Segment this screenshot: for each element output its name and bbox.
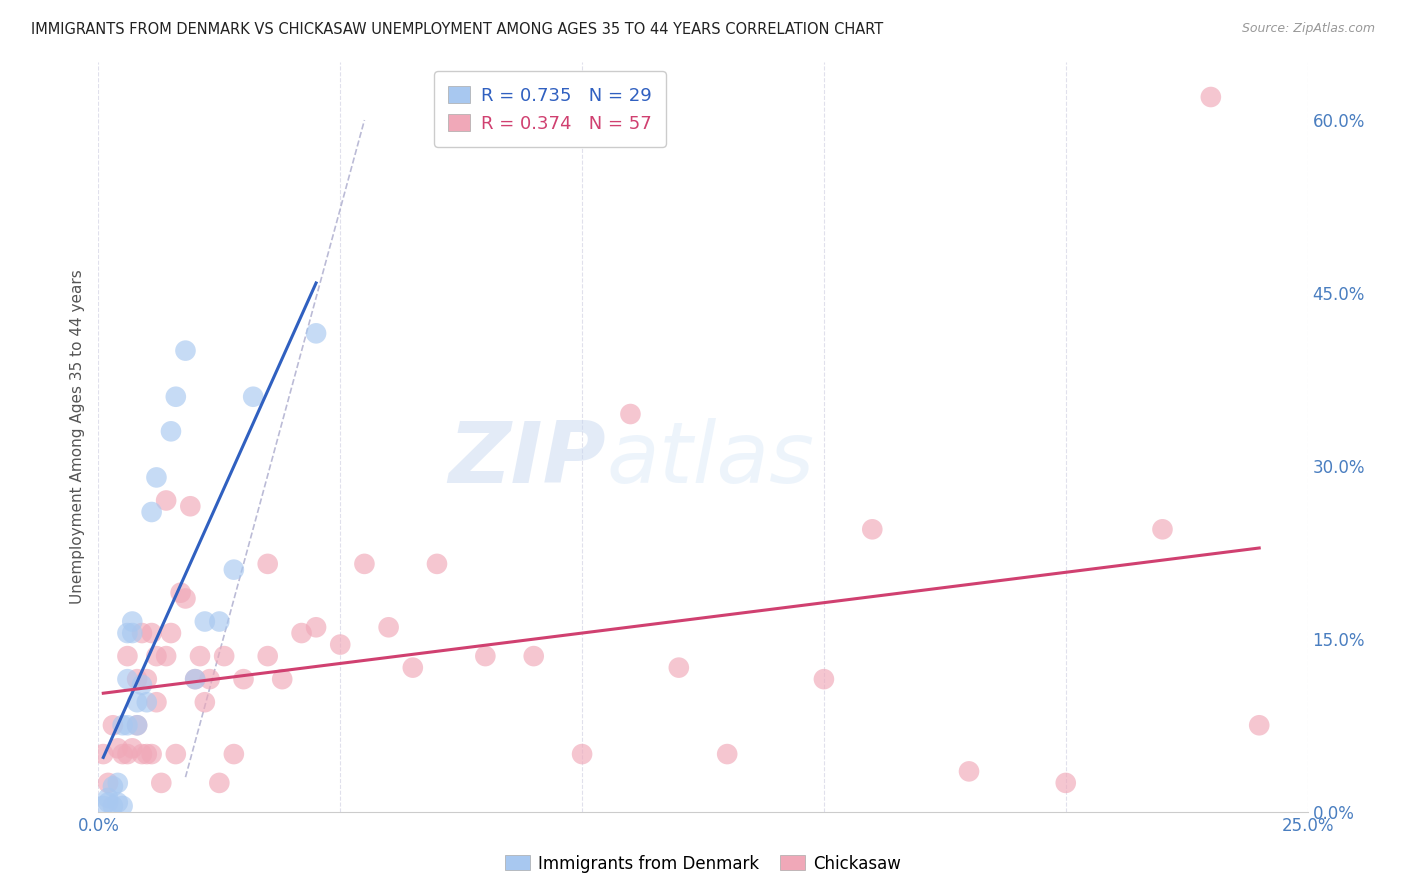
Point: [426, 557, 449, 571]
Point: [377, 620, 399, 634]
Point: [165, 747, 187, 761]
Text: ZIP: ZIP: [449, 418, 606, 501]
Point: [107, 741, 129, 756]
Point: [117, 649, 139, 664]
Point: [813, 672, 835, 686]
Point: [174, 343, 197, 358]
Point: [101, 718, 124, 732]
Point: [117, 626, 139, 640]
Y-axis label: Unemployment Among Ages 35 to 44 years: Unemployment Among Ages 35 to 44 years: [69, 269, 84, 605]
Point: [111, 747, 134, 761]
Point: [1152, 522, 1174, 536]
Point: [860, 522, 883, 536]
Point: [169, 585, 191, 599]
Point: [353, 557, 375, 571]
Point: [184, 672, 207, 686]
Point: [131, 747, 153, 761]
Point: [212, 649, 235, 664]
Point: [256, 649, 278, 664]
Point: [141, 626, 163, 640]
Point: [179, 500, 201, 514]
Point: [131, 678, 153, 692]
Point: [194, 615, 217, 629]
Point: [131, 626, 153, 640]
Text: Source: ZipAtlas.com: Source: ZipAtlas.com: [1241, 22, 1375, 36]
Point: [145, 649, 167, 664]
Point: [135, 672, 157, 686]
Point: [117, 747, 139, 761]
Point: [127, 718, 149, 732]
Point: [271, 672, 294, 686]
Point: [523, 649, 546, 664]
Point: [121, 615, 143, 629]
Point: [668, 660, 690, 674]
Legend: Immigrants from Denmark, Chickasaw: Immigrants from Denmark, Chickasaw: [499, 848, 907, 880]
Point: [111, 718, 134, 732]
Point: [256, 557, 278, 571]
Point: [188, 649, 211, 664]
Point: [198, 672, 221, 686]
Point: [402, 660, 425, 674]
Point: [571, 747, 593, 761]
Point: [184, 672, 207, 686]
Point: [957, 764, 980, 779]
Point: [208, 615, 231, 629]
Point: [155, 649, 177, 664]
Point: [208, 776, 231, 790]
Point: [474, 649, 496, 664]
Point: [91, 799, 114, 814]
Point: [160, 425, 183, 439]
Point: [222, 747, 245, 761]
Point: [619, 407, 641, 421]
Point: [127, 718, 149, 732]
Legend: R = 0.735   N = 29, R = 0.374   N = 57: R = 0.735 N = 29, R = 0.374 N = 57: [434, 71, 666, 147]
Point: [165, 390, 187, 404]
Point: [101, 799, 124, 814]
Point: [145, 695, 167, 709]
Point: [242, 390, 264, 404]
Point: [160, 626, 183, 640]
Point: [1199, 90, 1222, 104]
Point: [97, 796, 120, 810]
Text: atlas: atlas: [606, 418, 814, 501]
Point: [145, 470, 167, 484]
Point: [101, 780, 124, 794]
Point: [121, 626, 143, 640]
Point: [97, 790, 120, 805]
Point: [305, 326, 328, 341]
Point: [1054, 776, 1077, 790]
Point: [716, 747, 738, 761]
Point: [117, 718, 139, 732]
Point: [127, 672, 149, 686]
Point: [107, 796, 129, 810]
Text: IMMIGRANTS FROM DENMARK VS CHICKASAW UNEMPLOYMENT AMONG AGES 35 TO 44 YEARS CORR: IMMIGRANTS FROM DENMARK VS CHICKASAW UNE…: [31, 22, 883, 37]
Point: [155, 493, 177, 508]
Point: [222, 563, 245, 577]
Point: [305, 620, 328, 634]
Point: [91, 747, 114, 761]
Point: [107, 776, 129, 790]
Point: [121, 741, 143, 756]
Point: [117, 672, 139, 686]
Point: [174, 591, 197, 606]
Point: [150, 776, 173, 790]
Point: [127, 695, 149, 709]
Point: [232, 672, 254, 686]
Point: [135, 695, 157, 709]
Point: [97, 776, 120, 790]
Point: [135, 747, 157, 761]
Point: [111, 799, 134, 814]
Point: [141, 747, 163, 761]
Point: [194, 695, 217, 709]
Point: [1249, 718, 1271, 732]
Point: [290, 626, 312, 640]
Point: [329, 638, 352, 652]
Point: [141, 505, 163, 519]
